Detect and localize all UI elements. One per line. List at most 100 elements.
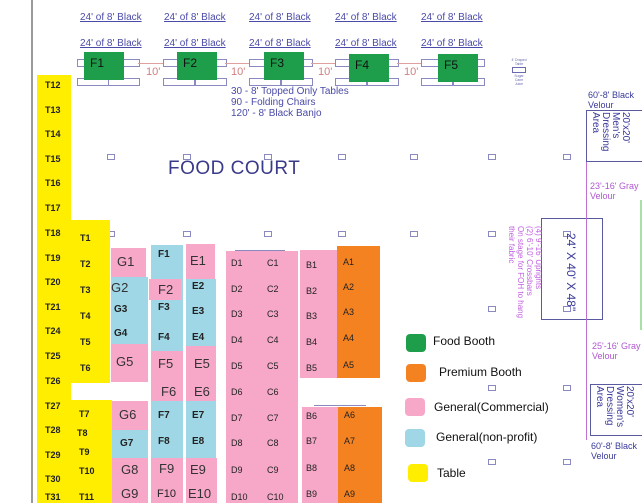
booth-a7[interactable]: A7 — [344, 436, 356, 446]
booth-f1[interactable]: F1 — [158, 249, 170, 260]
booth-c4[interactable]: C4 — [267, 335, 279, 345]
booth-e4[interactable]: E4 — [192, 332, 205, 343]
booth-d4[interactable]: D4 — [231, 335, 243, 345]
booth-c9[interactable]: C9 — [267, 465, 279, 475]
booth-e5[interactable]: E5 — [186, 346, 216, 381]
table-t1[interactable]: T1 — [80, 233, 91, 243]
booth-d9[interactable]: D9 — [231, 465, 243, 475]
food-booth-f5[interactable]: F5 — [438, 54, 478, 82]
booth-a2[interactable]: A2 — [343, 282, 355, 292]
booth-f5[interactable]: F5 — [151, 351, 183, 381]
booth-b7[interactable]: B7 — [306, 436, 318, 446]
table-t5[interactable]: T5 — [80, 337, 91, 347]
table-t6[interactable]: T6 — [80, 363, 91, 373]
booth-a8[interactable]: A8 — [344, 463, 356, 473]
booth-a4[interactable]: A4 — [343, 333, 355, 343]
mens-dressing-area[interactable] — [586, 110, 642, 162]
booth-g9[interactable]: G9 — [112, 485, 148, 503]
booth-d6[interactable]: D6 — [231, 387, 243, 397]
booth-d1[interactable]: D1 — [231, 258, 243, 268]
booth-e8[interactable]: E8 — [192, 436, 205, 447]
table-t27[interactable]: T27 — [45, 401, 61, 411]
booth-f8[interactable]: F8 — [158, 436, 170, 447]
booth-a1[interactable]: A1 — [343, 257, 355, 267]
booth-c1[interactable]: C1 — [267, 258, 279, 268]
booth-e1[interactable]: E1 — [186, 244, 215, 279]
booth-b1[interactable]: B1 — [306, 260, 318, 270]
booth-b9[interactable]: B9 — [306, 489, 318, 499]
booth-f9[interactable]: F9 — [151, 458, 183, 485]
booth-f7[interactable]: F7 — [158, 410, 170, 421]
table-t3[interactable]: T3 — [80, 285, 91, 295]
booth-d2[interactable]: D2 — [231, 284, 243, 294]
booth-g5[interactable]: G5 — [111, 344, 148, 382]
table-t21[interactable]: T21 — [45, 302, 61, 312]
table-t30[interactable]: T30 — [45, 474, 61, 484]
booth-c6[interactable]: C6 — [267, 387, 279, 397]
table-t9[interactable]: T9 — [79, 447, 90, 457]
booth-d5[interactable]: D5 — [231, 361, 243, 371]
table-t15[interactable]: T15 — [45, 154, 61, 164]
booth-f3[interactable]: F3 — [158, 302, 170, 313]
booth-e9[interactable]: E9 — [186, 458, 217, 485]
booth-b5[interactable]: B5 — [306, 363, 318, 373]
table-t4[interactable]: T4 — [80, 311, 91, 321]
booth-b3[interactable]: B3 — [306, 311, 318, 321]
booth-c2[interactable]: C2 — [267, 284, 279, 294]
booth-f10[interactable]: F10 — [151, 485, 183, 503]
food-booth-f2[interactable]: F2 — [177, 52, 217, 80]
womens-dressing-area[interactable] — [590, 384, 642, 436]
booth-a3[interactable]: A3 — [343, 307, 355, 317]
booth-g3[interactable]: G3 — [114, 304, 128, 315]
booth-a5[interactable]: A5 — [343, 360, 355, 370]
table-t13[interactable]: T13 — [45, 105, 61, 115]
booth-g1[interactable]: G1 — [111, 248, 146, 277]
stage[interactable] — [541, 218, 603, 320]
booth-e2[interactable]: E2 — [192, 281, 205, 292]
table-t17[interactable]: T17 — [45, 203, 61, 213]
food-booth-f1[interactable]: F1 — [84, 52, 124, 80]
booth-c8[interactable]: C8 — [267, 438, 279, 448]
table-t7[interactable]: T7 — [79, 409, 90, 419]
table-t11[interactable]: T11 — [79, 492, 95, 502]
table-t2[interactable]: T2 — [80, 259, 91, 269]
booth-g4[interactable]: G4 — [114, 328, 128, 339]
table-t16[interactable]: T16 — [45, 178, 61, 188]
booth-a9[interactable]: A9 — [344, 489, 356, 499]
booth-e3[interactable]: E3 — [192, 306, 205, 317]
table-t14[interactable]: T14 — [45, 129, 61, 139]
table-t31[interactable]: T31 — [45, 492, 61, 502]
table-t18[interactable]: T18 — [45, 228, 61, 238]
booth-d3[interactable]: D3 — [231, 309, 243, 319]
table-t29[interactable]: T29 — [45, 450, 61, 460]
table-t28[interactable]: T28 — [45, 425, 61, 435]
booth-d8[interactable]: D8 — [231, 438, 243, 448]
booth-d10[interactable]: D10 — [231, 492, 248, 502]
table-t20[interactable]: T20 — [45, 277, 61, 287]
booth-d7[interactable]: D7 — [231, 413, 243, 423]
booth-e6[interactable]: E6 — [186, 381, 216, 401]
booth-g7[interactable]: G7 — [112, 430, 148, 458]
booth-b6[interactable]: B6 — [306, 411, 318, 421]
booth-f2[interactable]: F2 — [149, 279, 181, 300]
booth-a6[interactable]: A6 — [344, 410, 356, 420]
food-booth-f4[interactable]: F4 — [349, 54, 389, 82]
table-t19[interactable]: T19 — [45, 253, 61, 263]
table-t12[interactable]: T12 — [45, 80, 61, 90]
booth-b8[interactable]: B8 — [306, 463, 318, 473]
booth-e10[interactable]: E10 — [186, 485, 217, 503]
table-t8[interactable]: T8 — [77, 428, 88, 438]
booth-f4[interactable]: F4 — [158, 332, 170, 343]
booth-g8[interactable]: G8 — [112, 458, 148, 485]
booth-g6[interactable]: G6 — [112, 401, 148, 430]
booth-f6[interactable]: F6 — [151, 381, 183, 401]
booth-b4[interactable]: B4 — [306, 337, 318, 347]
booth-c3[interactable]: C3 — [267, 309, 279, 319]
table-t26[interactable]: T26 — [45, 376, 61, 386]
booth-c10[interactable]: C10 — [267, 492, 284, 502]
table-t24[interactable]: T24 — [45, 326, 61, 336]
booth-e7[interactable]: E7 — [192, 410, 205, 421]
food-booth-f3[interactable]: F3 — [264, 52, 304, 80]
booth-c5[interactable]: C5 — [267, 361, 279, 371]
booth-g2[interactable]: G2 — [111, 277, 148, 300]
